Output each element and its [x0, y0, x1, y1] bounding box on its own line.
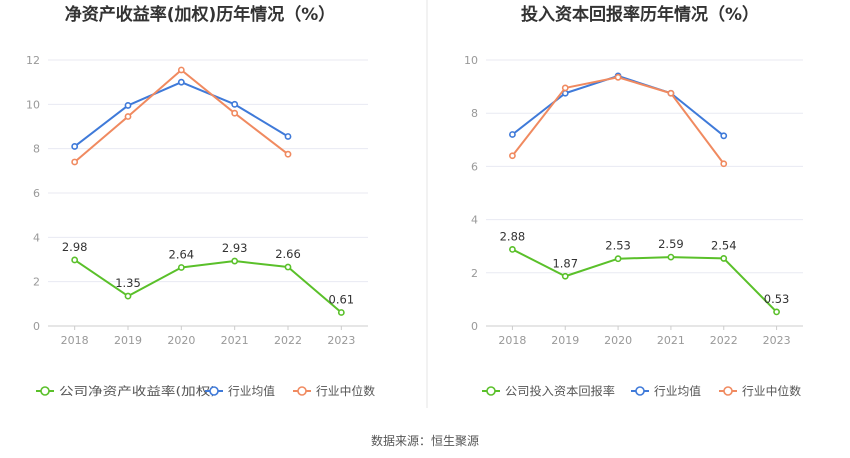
- data-label: 2.88: [500, 229, 526, 243]
- industry-avg-point: [284, 133, 292, 140]
- y-tick-label: 6: [33, 187, 40, 200]
- y-tick-label: 2: [471, 267, 478, 280]
- x-tick-label: 2023: [763, 334, 791, 347]
- y-tick-label: 8: [471, 107, 478, 120]
- y-tick-label: 8: [33, 143, 40, 156]
- legend-swatch-marker: [40, 386, 50, 396]
- industry-median-point: [284, 150, 292, 158]
- y-tick-label: 12: [26, 54, 40, 67]
- industry-median-point: [177, 66, 185, 74]
- y-tick-label: 10: [26, 98, 40, 111]
- x-tick-label: 2021: [221, 334, 249, 347]
- legend-swatch-marker: [486, 386, 496, 396]
- industry-median-point: [667, 89, 675, 97]
- company-point: [509, 245, 516, 253]
- x-tick-label: 2018: [498, 334, 526, 347]
- roic-chart: 投入资本回报率历年情况（%） 0 2 4 6 8 10 2018 2019 2020 2021 202…: [464, 4, 803, 398]
- x-tick-label: 2023: [327, 334, 355, 347]
- legend-swatch-marker: [723, 386, 733, 396]
- x-tick-label: 2020: [604, 334, 632, 347]
- legend-label: 行业中位数: [316, 384, 376, 398]
- company-point: [667, 253, 675, 261]
- industry-median-point: [124, 113, 132, 120]
- company-point: [71, 256, 79, 264]
- company-point: [231, 257, 239, 265]
- x-tick-label: 2021: [657, 334, 685, 347]
- industry-median-point: [509, 152, 516, 160]
- x-tick-label: 2018: [61, 334, 89, 347]
- legend-label: 行业均值: [654, 384, 702, 398]
- y-tick-label: 0: [471, 320, 478, 333]
- data-source-footer: 数据来源：恒生聚源: [371, 433, 479, 448]
- industry-avg-point: [177, 78, 185, 86]
- y-tick-label: 0: [33, 320, 40, 333]
- data-label: 0.53: [764, 292, 790, 306]
- y-tick-label: 6: [471, 160, 478, 173]
- company-point: [561, 272, 569, 280]
- company-series-line: [74, 259, 342, 314]
- industry-median-point: [720, 160, 728, 168]
- roe-chart: 净资产收益率(加权)历年情况（%） 0 2 4 6 8 10 12 2018 2019 2020 20…: [26, 4, 376, 398]
- y-tick-label: 4: [33, 231, 40, 244]
- industry-median-point: [614, 73, 622, 81]
- company-point: [284, 263, 292, 271]
- data-label: 2.93: [222, 241, 248, 255]
- x-tick-label: 2019: [114, 334, 142, 347]
- legend-label: 行业均值: [228, 384, 276, 398]
- legend-label: 公司投入资本回报率: [505, 384, 615, 398]
- y-tick-label: 2: [33, 276, 40, 289]
- company-point: [124, 292, 132, 300]
- industry-avg-point: [231, 100, 239, 108]
- company-point: [337, 309, 345, 316]
- data-label: 2.54: [711, 238, 737, 252]
- industry-avg-series-line: [511, 74, 725, 137]
- x-tick-label: 2019: [551, 334, 579, 347]
- data-label: 1.87: [552, 256, 578, 270]
- industry-median-point: [231, 109, 239, 117]
- company-point: [614, 255, 622, 263]
- company-point: [177, 264, 185, 271]
- company-point: [720, 255, 728, 262]
- industry-avg-point: [720, 132, 728, 140]
- data-label: 2.53: [605, 239, 631, 253]
- industry-avg-point: [124, 102, 132, 109]
- chart-title: 净资产收益率(加权)历年情况（%）: [65, 4, 336, 25]
- industry-avg-point: [71, 143, 79, 150]
- industry-avg-point: [509, 131, 516, 138]
- industry-median-point: [71, 158, 79, 166]
- legend-swatch-marker: [635, 386, 645, 396]
- data-label: 2.64: [169, 247, 195, 261]
- industry-avg-series-line: [74, 81, 289, 148]
- x-tick-label: 2022: [710, 334, 738, 347]
- x-tick-label: 2022: [274, 334, 302, 347]
- chart-title: 投入资本回报率历年情况（%）: [521, 4, 759, 25]
- company-series-line: [511, 248, 778, 313]
- x-tick-label: 2020: [167, 334, 195, 347]
- data-label: 0.61: [329, 292, 355, 306]
- legend-label: 行业中位数: [742, 384, 802, 398]
- legend-swatch-marker: [297, 386, 307, 396]
- data-label: 1.35: [115, 276, 141, 290]
- data-label: 2.98: [62, 240, 88, 254]
- company-point: [773, 308, 780, 316]
- data-label: 2.66: [275, 247, 301, 261]
- legend-label: 公司净资产收益率(加权): [59, 384, 216, 398]
- legend-swatch-marker: [209, 386, 219, 396]
- industry-median-point: [561, 84, 569, 92]
- y-tick-label: 4: [471, 214, 478, 227]
- y-tick-label: 10: [464, 54, 478, 67]
- industry-median-series-line: [511, 76, 725, 165]
- data-label: 2.59: [658, 237, 684, 251]
